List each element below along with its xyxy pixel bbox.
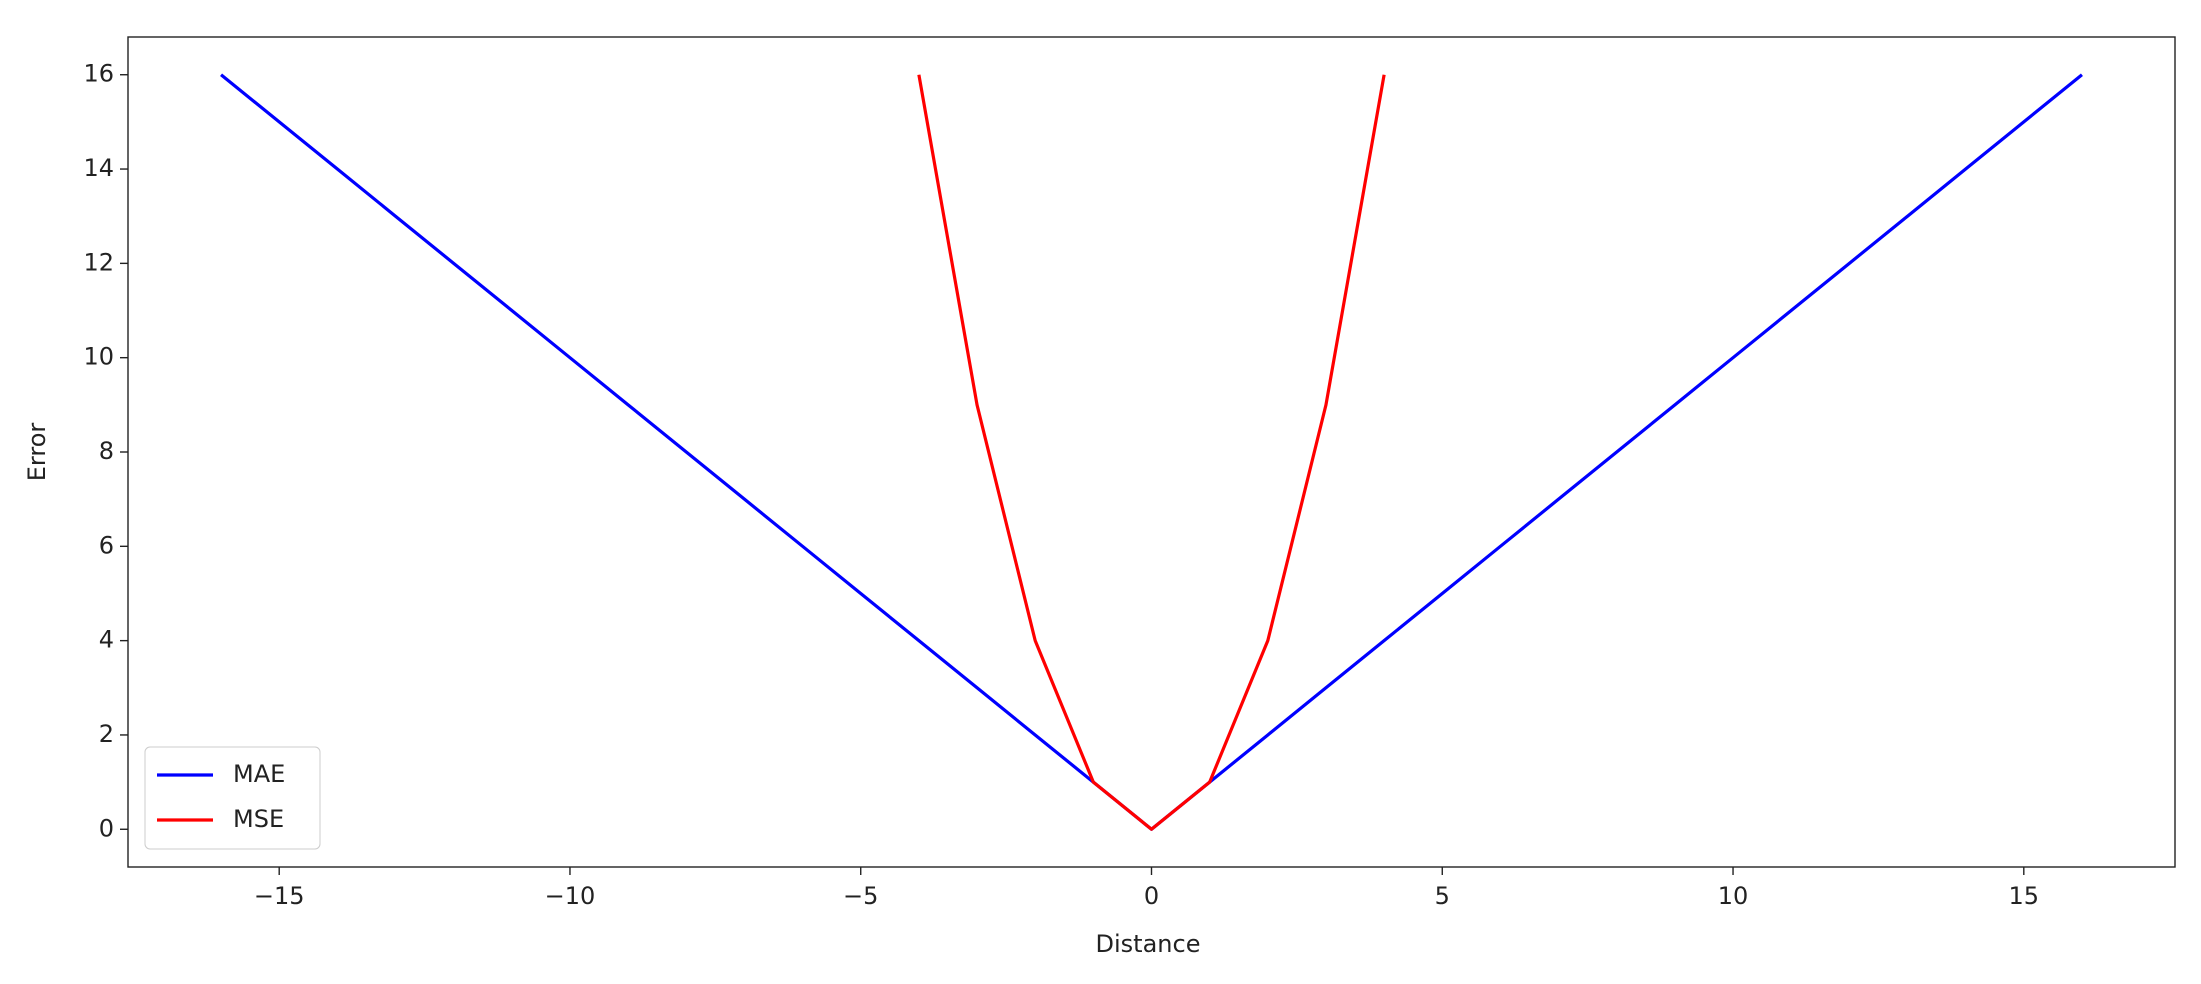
x-tick-label: 15 [2009,882,2040,910]
legend-label: MAE [233,760,285,788]
x-tick-label: −5 [843,882,878,910]
legend-box [144,746,321,850]
y-tick-label: 0 [99,814,114,842]
x-axis-label: Distance [1096,930,1201,958]
y-tick-label: 10 [83,343,114,371]
y-tick-label: 4 [99,626,114,654]
y-tick-label: 6 [99,531,114,559]
y-tick-label: 8 [99,437,114,465]
y-tick-label: 14 [83,154,114,182]
y-tick-label: 16 [83,60,114,88]
plot-frame [127,36,2176,868]
y-tick-label: 2 [99,720,114,748]
x-tick-label: −15 [254,882,305,910]
x-tick-label: 5 [1435,882,1450,910]
x-tick-label: 0 [1144,882,1159,910]
x-tick-label: −10 [545,882,596,910]
data-line [917,74,1386,831]
x-tick-label: 10 [1718,882,1749,910]
y-tick-label: 12 [83,248,114,276]
y-axis-label: Error [23,423,51,482]
legend-label: MSE [233,805,284,833]
data-line [220,73,2083,831]
